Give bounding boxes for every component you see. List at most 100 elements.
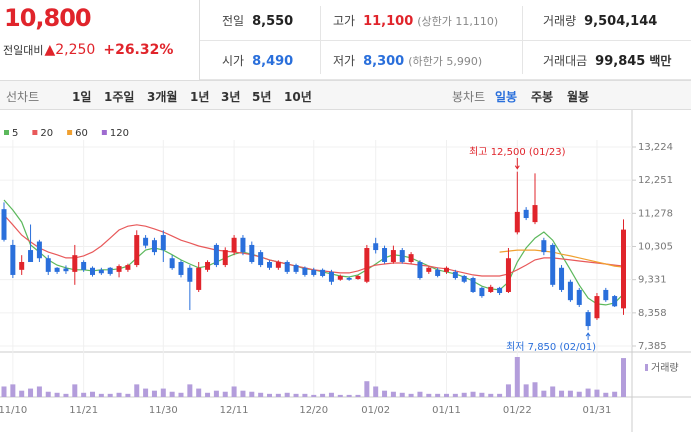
candle-body <box>231 237 237 253</box>
candle-body <box>267 261 272 268</box>
candle-body <box>258 252 264 266</box>
volume-bar <box>267 393 272 397</box>
candle-body <box>249 244 255 262</box>
candle-body <box>550 244 556 285</box>
volume-bar <box>594 389 600 397</box>
period-button[interactable]: 1주일 <box>104 90 135 104</box>
x-tick-label: 11/10 <box>0 405 27 416</box>
volume-bar <box>151 390 157 397</box>
volume-bar <box>479 392 485 397</box>
candle-body <box>320 269 326 276</box>
change: ▲2,250 <box>44 42 96 58</box>
period-button[interactable]: 3년 <box>221 90 241 104</box>
volume-bar <box>382 390 388 397</box>
volume-bar <box>125 393 131 397</box>
volume-bar <box>364 381 370 397</box>
volume-swatch <box>645 364 648 371</box>
change-rate: +26.32% <box>103 42 174 58</box>
volume-bar <box>98 393 104 397</box>
stat-label: 시가 <box>222 54 245 68</box>
divider <box>200 40 691 41</box>
volume-bar <box>373 386 379 397</box>
stat: 거래량 9,504,144 <box>543 12 657 29</box>
candle-period-button[interactable]: 월봉 <box>567 90 590 104</box>
candle-body <box>19 261 25 270</box>
candle-body <box>461 275 467 282</box>
candle-body <box>452 271 458 279</box>
stat: 거래대금 99,845 백만 <box>543 52 671 69</box>
y-tick-label: 13,224 <box>638 142 673 153</box>
x-tick-label: 11/30 <box>149 405 178 416</box>
stat-label: 전일 <box>222 14 245 28</box>
x-tick-label: 12/11 <box>220 405 249 416</box>
volume-bar <box>559 390 565 397</box>
candle-body <box>408 254 414 262</box>
candle-body <box>116 266 122 272</box>
x-tick-label: 01/22 <box>503 405 532 416</box>
volume-bar <box>408 393 414 397</box>
ma-line <box>499 249 624 268</box>
stat-label: 거래대금 <box>543 54 588 68</box>
volume-bar <box>240 390 246 397</box>
volume-bar <box>143 388 149 397</box>
candle-body <box>470 278 476 292</box>
candle-body <box>417 261 423 279</box>
period-button[interactable]: 1일 <box>72 90 92 104</box>
volume-bar <box>45 391 51 397</box>
volume-bar <box>488 393 494 397</box>
candle-body <box>213 244 219 266</box>
y-tick-label: 7,385 <box>638 341 667 352</box>
candle-body <box>532 205 538 223</box>
candle-body <box>505 258 511 292</box>
candle-body <box>81 261 87 270</box>
candle-body <box>576 289 582 305</box>
candle-body <box>364 248 370 282</box>
candle-body <box>311 269 317 275</box>
candle-body <box>187 267 193 282</box>
volume-bar <box>603 392 609 397</box>
candle-body <box>302 267 308 275</box>
candle-body <box>426 267 432 272</box>
candle-body <box>621 229 626 309</box>
volume-bar <box>258 392 264 397</box>
period-button[interactable]: 5년 <box>252 90 272 104</box>
candle-body <box>72 255 78 272</box>
stat-note: (하한가 5,990) <box>408 55 483 68</box>
price-box: 10,800 전일대비▲2,250 +26.32% <box>0 0 200 80</box>
volume-bar <box>346 394 352 397</box>
candle-body <box>107 267 113 274</box>
volume-bar <box>541 390 547 397</box>
volume-bar <box>63 393 69 397</box>
period-button[interactable]: 10년 <box>284 90 312 104</box>
candle-body <box>559 267 565 290</box>
candle-body <box>479 287 485 297</box>
divider <box>522 6 523 74</box>
period-button[interactable]: 1년 <box>190 90 210 104</box>
legend-label: 120 <box>110 128 129 139</box>
stat-value: 8,300 <box>363 54 405 69</box>
volume-bar <box>444 393 449 397</box>
volume-bar <box>470 391 476 397</box>
volume-bar <box>213 390 219 397</box>
toolbar-label: 봉차트 <box>452 90 486 104</box>
volume-bar <box>205 392 211 397</box>
legend-swatch <box>67 130 73 135</box>
candle-body <box>63 268 69 272</box>
candle-period-button[interactable]: 주봉 <box>531 90 554 104</box>
candle-body <box>346 278 352 280</box>
period-button[interactable]: 3개월 <box>147 90 178 104</box>
candle-body <box>399 250 405 262</box>
volume-bar <box>196 388 202 397</box>
candle-period-button[interactable]: 일봉 <box>495 90 518 104</box>
current-price: 10,800 <box>4 4 92 32</box>
volume-bar <box>390 391 396 397</box>
volume-bar <box>54 392 60 397</box>
stat-value: 8,550 <box>252 14 294 29</box>
candle-body <box>222 250 228 266</box>
candle-body <box>275 261 281 268</box>
candle-body <box>1 209 7 240</box>
volume-bar <box>452 393 458 397</box>
candle-body <box>355 275 361 280</box>
stat-value: 11,100 <box>363 14 414 29</box>
candle-body <box>196 267 202 290</box>
